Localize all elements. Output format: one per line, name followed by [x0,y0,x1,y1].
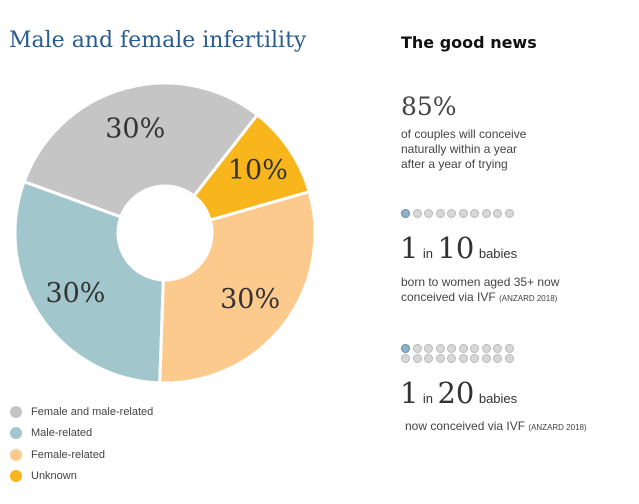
baby-dot [470,354,479,363]
baby-dot [435,354,445,363]
donut-slice-unknown [191,112,312,222]
baby-dot [493,209,502,218]
stat-ratio-1-in-10-description: born to women aged 35+ now conceived via… [401,275,559,306]
stat-ratio-1-in-20-description: now conceived via IVF (ANZARD 2018) [405,419,587,435]
baby-dots-1-in-10 [401,209,514,218]
legend-label: Female and male-related [31,405,154,418]
description-line: born to women aged 35+ now [401,275,560,289]
description-text: now conceived via IVF [405,419,526,433]
baby-dot [412,344,422,353]
slice-value-label: 30% [45,278,105,309]
description-line: now conceived via IVF (ANZARD 2018) [405,419,587,435]
legend-item: Male-related [10,423,153,445]
source-reference: (ANZARD 2018) [499,294,558,303]
legend-item: Unknown [10,466,153,488]
slice-value-label: 30% [220,284,280,315]
ratio-number: 10 [437,231,475,265]
donut-chart: 30% 30% 30% 10% [13,81,317,385]
baby-dot [493,354,502,363]
baby-dot [424,209,433,218]
baby-dot [424,354,433,363]
description-line: conceived via IVF (ANZARD 2018) [401,290,559,306]
ratio-unit: babies [478,246,518,261]
baby-dot [493,344,502,353]
baby-dot [435,209,445,218]
stat-ratio-1-in-20: 1 in 20 babies [400,376,517,410]
baby-dot [504,354,514,363]
description-line: after a year of trying [401,157,508,171]
baby-dot [470,209,479,218]
ratio-number: 1 [400,376,419,410]
baby-dot [481,344,491,353]
baby-dot [458,209,468,218]
legend-label: Unknown [31,470,77,483]
slice-value-label: 30% [105,114,165,145]
baby-dot [504,209,514,218]
description-line: naturally within a year [401,142,518,156]
baby-dot [424,344,433,353]
baby-dots-1-in-20 [401,344,514,363]
legend-swatch [10,470,22,483]
baby-dot [447,354,456,363]
stat-percent: 85% [401,92,457,121]
legend-swatch [10,448,22,461]
baby-dot [470,344,479,353]
legend-item: Female-related [10,444,153,466]
slice-value-label: 10% [228,155,288,186]
baby-dot [412,354,422,363]
stat-percent-description: of couples will conceive naturally withi… [401,127,526,172]
legend-item: Female and male-related [10,401,153,423]
baby-dot [481,354,491,363]
baby-dot [504,344,514,353]
legend-label: Female-related [31,448,105,461]
baby-dot [458,354,468,363]
legend: Female and male-related Male-related Fem… [10,401,153,487]
legend-label: Male-related [31,427,93,440]
ratio-number: 20 [437,376,475,410]
baby-dot [401,354,410,363]
baby-dot [435,344,445,353]
chart-title: Male and female infertility [9,28,307,53]
baby-dot [412,209,422,218]
legend-swatch [10,427,22,440]
source-reference: (ANZARD 2018) [528,423,587,432]
good-news-title: The good news [401,33,537,52]
legend-swatch [10,405,22,418]
baby-dot [447,209,456,218]
baby-dot-highlighted [401,344,410,353]
ratio-in: in [422,391,434,406]
donut-slice-male-related [13,179,165,385]
description-text: conceived via IVF [401,290,496,304]
donut-slice-female-and-male-related [22,81,260,219]
ratio-number: 1 [400,231,419,265]
donut-slice-female-related [158,189,317,385]
ratio-unit: babies [478,391,518,406]
description-line: of couples will conceive [401,127,527,141]
ratio-in: in [422,246,434,261]
baby-dot-highlighted [401,209,410,218]
baby-dot [481,209,491,218]
stat-ratio-1-in-10: 1 in 10 babies [400,231,517,265]
baby-dot [447,344,456,353]
baby-dot [458,344,468,353]
